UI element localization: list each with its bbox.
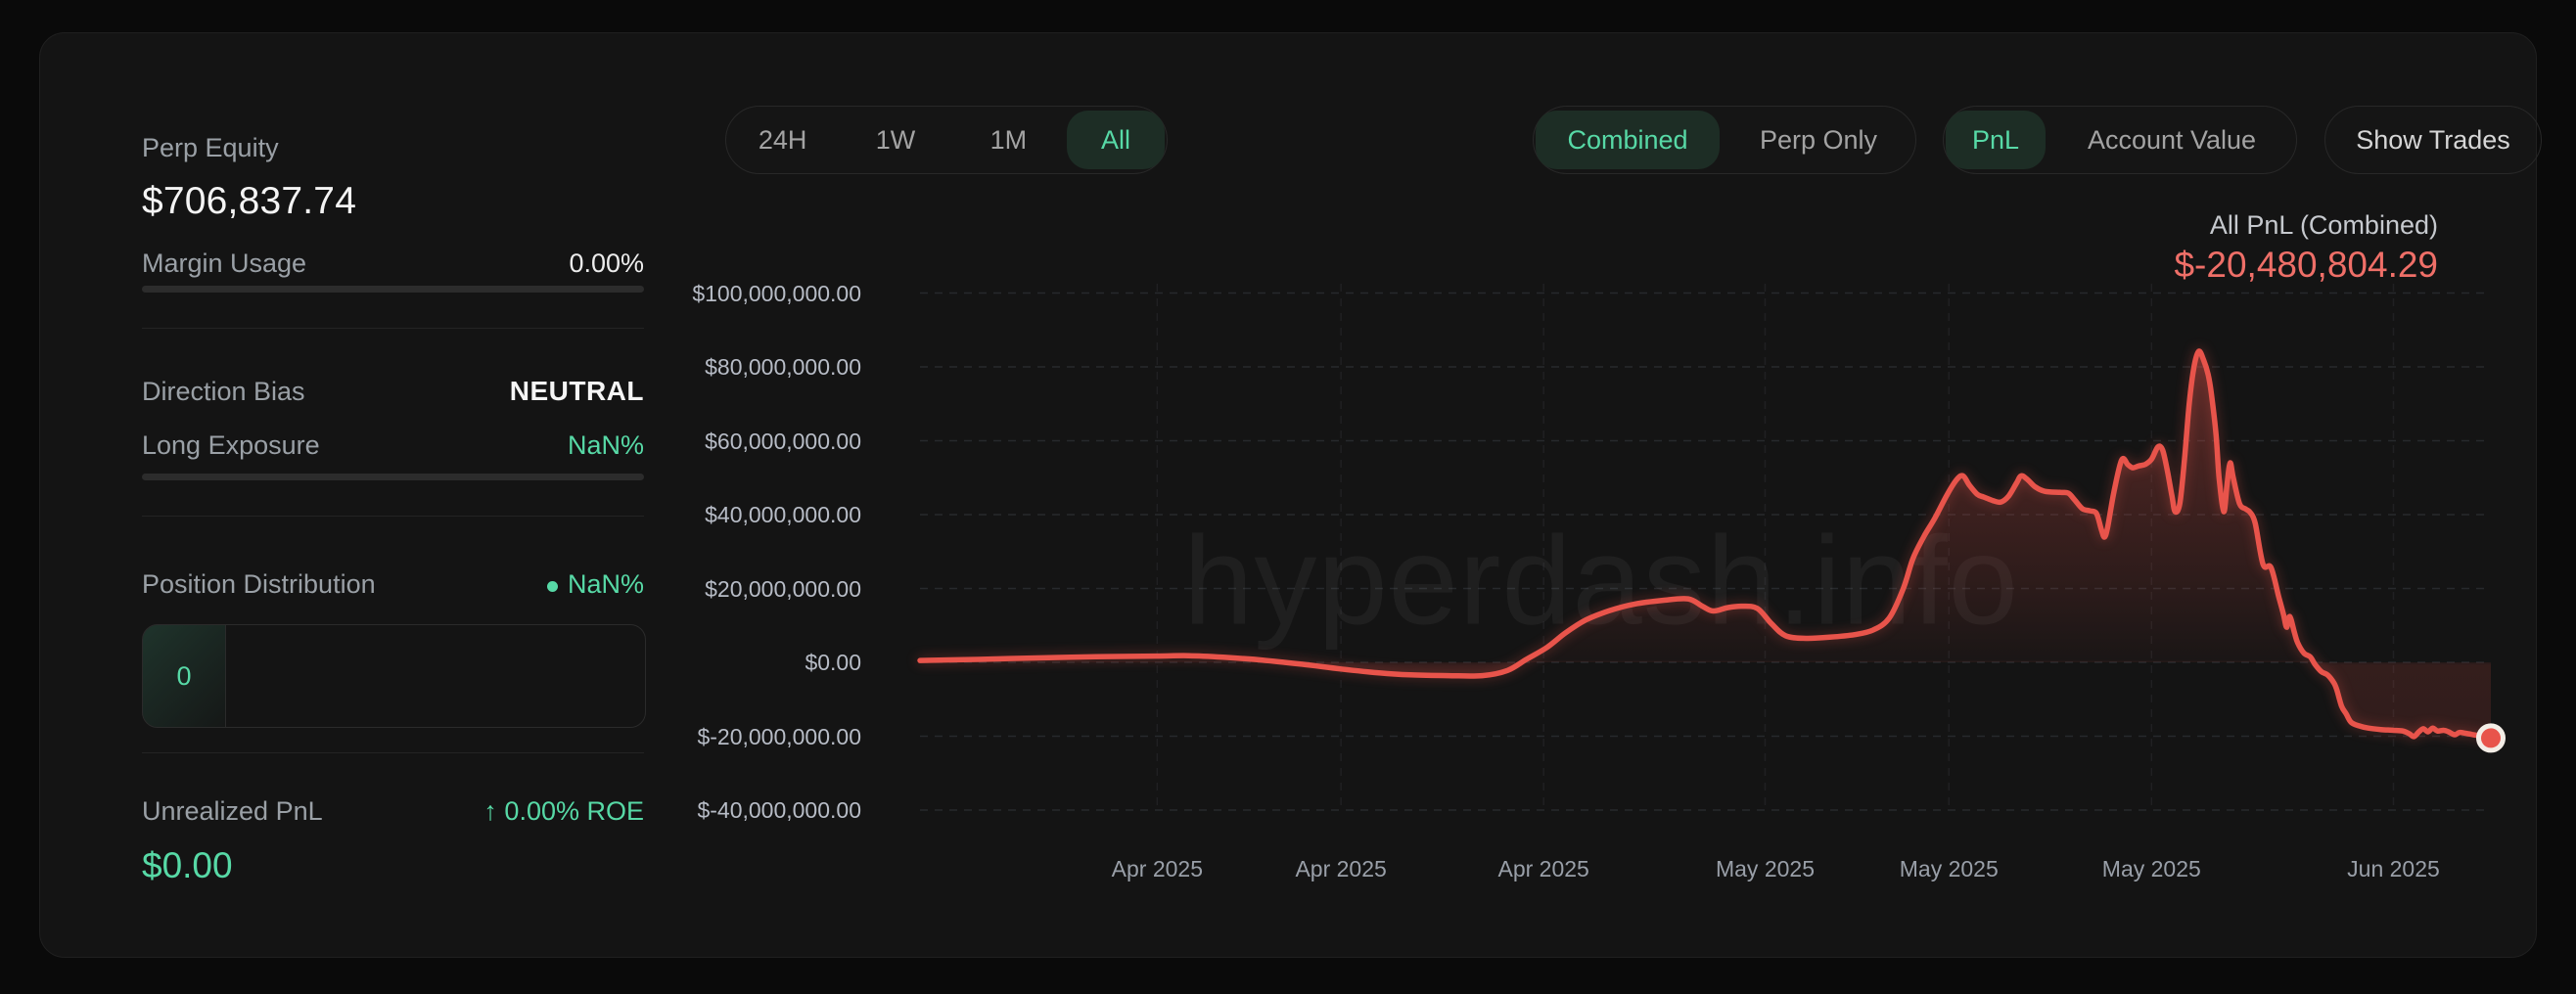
- view-toggle-group: PnL Account Value: [1943, 106, 2297, 174]
- pnl-chart[interactable]: hyperdash.info Apr 2025Apr 2025Apr 2025M…: [920, 264, 2491, 841]
- chart-title: All PnL (Combined): [2210, 210, 2438, 241]
- unrealized-pnl-roe: ↑ 0.00% ROE: [483, 796, 644, 827]
- time-range-group: 24H 1W 1M All: [725, 106, 1168, 174]
- time-range-1m[interactable]: 1M: [952, 107, 1065, 173]
- position-distribution-value: NaN%: [547, 569, 644, 600]
- position-distribution-bar[interactable]: 0: [142, 624, 646, 728]
- mode-perp-only[interactable]: Perp Only: [1722, 107, 1915, 173]
- x-axis-tick-label: May 2025: [1716, 856, 1815, 882]
- x-axis-tick-label: May 2025: [2102, 856, 2201, 882]
- margin-usage-label: Margin Usage: [142, 248, 306, 279]
- perp-equity-value: $706,837.74: [142, 180, 356, 223]
- long-exposure-progressbar: [142, 474, 644, 480]
- show-trades-button[interactable]: Show Trades: [2325, 107, 2541, 173]
- position-distribution-label: Position Distribution: [142, 569, 376, 600]
- hyperdash-pnl-dashboard: Perp Equity $706,837.74 Margin Usage 0.0…: [0, 0, 2576, 994]
- time-range-all[interactable]: All: [1067, 111, 1165, 169]
- direction-bias-label: Direction Bias: [142, 377, 305, 407]
- pnl-area-fill: [920, 351, 2491, 738]
- unrealized-pnl-label: Unrealized PnL: [142, 796, 323, 827]
- margin-usage-progressbar: [142, 286, 644, 293]
- long-exposure-value: NaN%: [568, 430, 644, 461]
- x-axis-tick-label: Apr 2025: [1295, 856, 1386, 882]
- last-point-marker: [2479, 726, 2504, 750]
- section-divider: [142, 516, 644, 517]
- view-pnl[interactable]: PnL: [1946, 111, 2046, 169]
- x-axis-tick-label: Apr 2025: [1497, 856, 1588, 882]
- time-range-24h[interactable]: 24H: [726, 107, 839, 173]
- x-axis-tick-label: May 2025: [1900, 856, 1999, 882]
- mode-combined[interactable]: Combined: [1536, 111, 1720, 169]
- view-account-value[interactable]: Account Value: [2047, 107, 2296, 173]
- section-divider: [142, 328, 644, 329]
- perp-equity-label: Perp Equity: [142, 133, 279, 163]
- long-exposure-label: Long Exposure: [142, 430, 320, 461]
- x-axis-tick-label: Jun 2025: [2347, 856, 2440, 882]
- unrealized-pnl-value: $0.00: [142, 845, 233, 886]
- position-distribution-segment[interactable]: 0: [143, 625, 226, 727]
- time-range-1w[interactable]: 1W: [839, 107, 951, 173]
- show-trades-group: Show Trades: [2324, 106, 2542, 174]
- section-divider: [142, 752, 644, 753]
- margin-usage-value: 0.00%: [569, 248, 644, 279]
- x-axis-tick-label: Apr 2025: [1112, 856, 1203, 882]
- direction-bias-value: NEUTRAL: [510, 376, 644, 407]
- pnl-chart-svg[interactable]: [920, 264, 2491, 841]
- mode-toggle-group: Combined Perp Only: [1533, 106, 1916, 174]
- green-dot-icon: [547, 581, 558, 592]
